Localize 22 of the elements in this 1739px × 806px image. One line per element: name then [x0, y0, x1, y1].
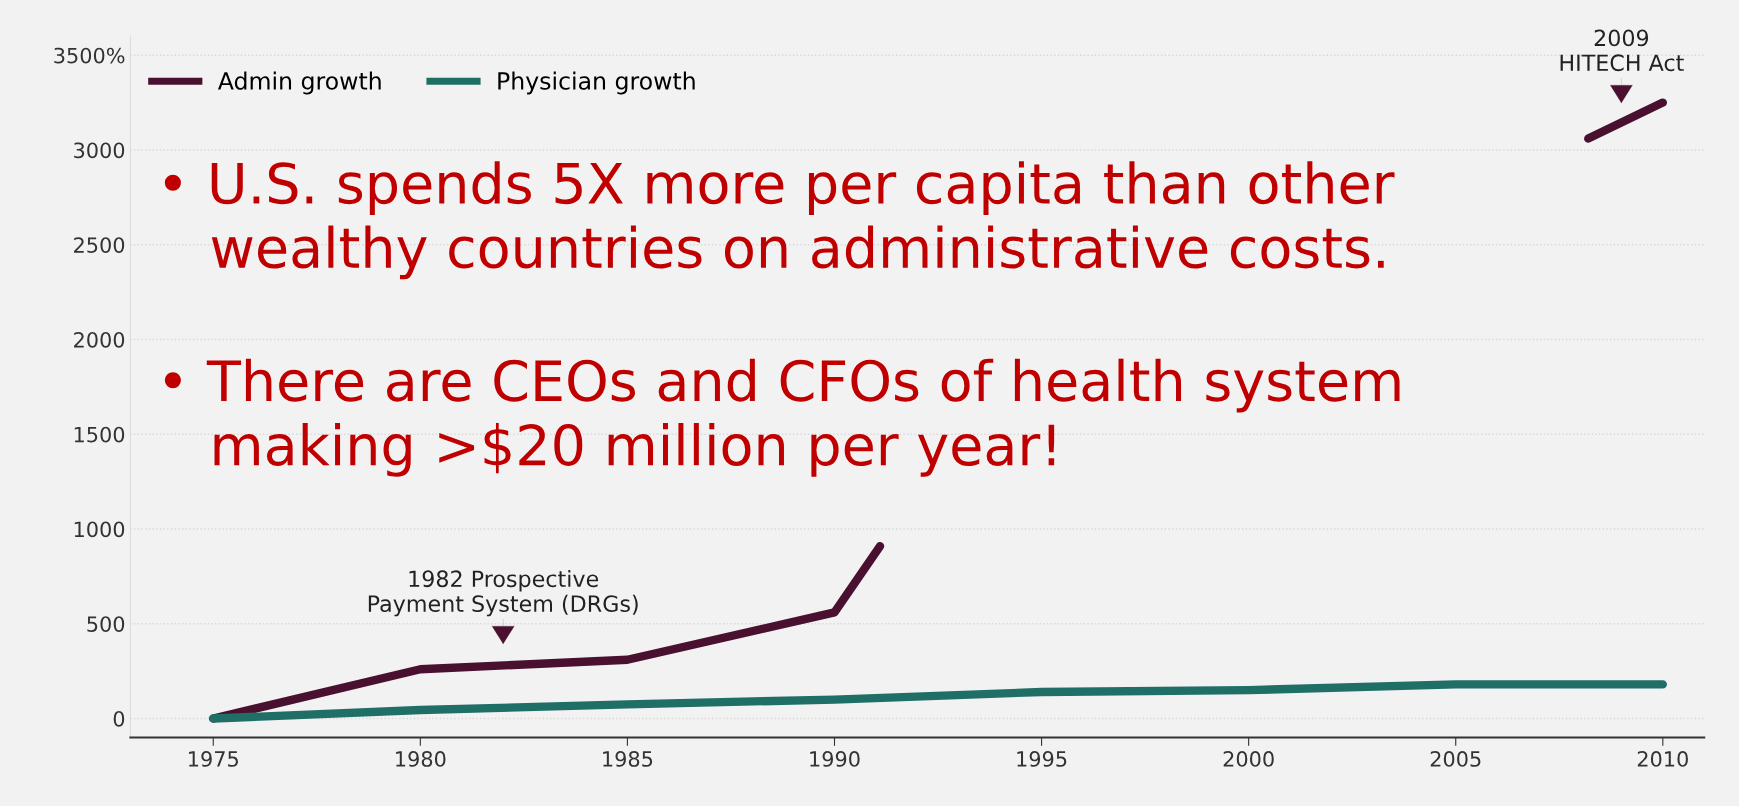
x-tick-label: 1975: [189, 751, 238, 767]
y-tick-label: 2000: [74, 331, 125, 348]
x-tick-label: 1980: [396, 751, 446, 767]
annotation: 2009 HITECH Act: [1560, 29, 1684, 72]
x-tick-label: 2000: [1223, 751, 1274, 767]
y-tick-label: 3000: [74, 142, 125, 159]
y-tick-label: 1500: [74, 426, 125, 443]
x-tick-label: 1985: [603, 751, 653, 767]
y-tick-label: 0: [113, 710, 125, 727]
x-tick-label: 1995: [1017, 751, 1067, 767]
y-tick-label: 1000: [74, 521, 125, 538]
y-tick-label: 2500: [74, 237, 125, 253]
x-tick-label: 2005: [1430, 751, 1481, 767]
legend-label: Physician growth: [498, 71, 695, 95]
legend-label: Admin growth: [217, 71, 381, 95]
annotation: • There are CEOs and CFOs of health system making >$20 million per year!: [164, 358, 1400, 477]
annotation: 1982 Prospective Payment System (DRGs): [368, 569, 638, 617]
x-tick-label: 1990: [810, 751, 860, 767]
annotation: • U.S. spends 5X more per capita than other wealthy countries on administrative costs.: [164, 161, 1395, 280]
x-tick-label: 2010: [1637, 751, 1688, 767]
y-tick-label: 500: [87, 616, 125, 632]
y-tick-label: 3500%: [54, 47, 125, 64]
